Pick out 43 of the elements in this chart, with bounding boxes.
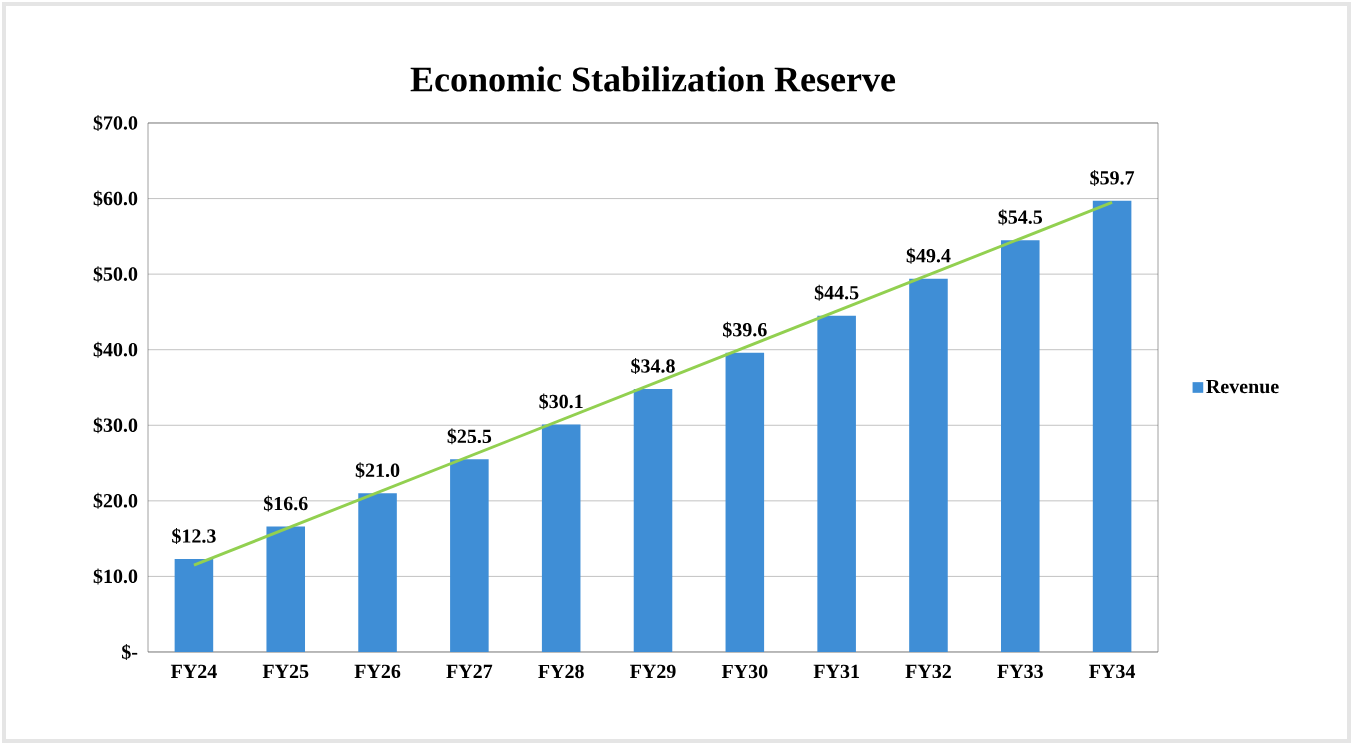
y-tick-label: $50.0 <box>93 266 138 283</box>
bar <box>174 559 214 652</box>
x-tick-label: FY25 <box>262 664 309 679</box>
x-tick-label: FY28 <box>538 664 584 679</box>
x-tick-label: FY30 <box>721 664 768 679</box>
y-tick-label: $60.0 <box>93 190 138 207</box>
x-tick-label: FY34 <box>1089 664 1136 679</box>
data-label: $30.1 <box>539 393 583 410</box>
data-label: $39.6 <box>723 321 767 338</box>
data-label: $21.0 <box>355 462 400 479</box>
x-tick-label: FY24 <box>170 664 217 678</box>
x-tick-label: FY29 <box>630 664 676 679</box>
data-label: $49.4 <box>906 247 951 264</box>
data-label: $34.8 <box>631 358 675 375</box>
x-tick-label: FY27 <box>446 664 493 678</box>
y-tick-label: $30.0 <box>93 417 138 434</box>
x-tick-label: FY33 <box>997 664 1043 679</box>
data-label: $16.6 <box>263 495 308 512</box>
bar <box>633 389 673 652</box>
bar <box>450 459 489 652</box>
y-tick-label: $20.0 <box>93 492 138 509</box>
bar <box>358 493 397 652</box>
x-tick-label: FY32 <box>905 664 951 679</box>
data-label: $54.5 <box>998 209 1043 226</box>
bar <box>541 424 581 652</box>
data-label: $44.5 <box>814 284 859 301</box>
y-tick-label: $40.0 <box>93 341 138 358</box>
x-tick-label: FY26 <box>354 664 401 679</box>
bar <box>725 352 765 652</box>
bar <box>266 526 306 652</box>
bar <box>1092 200 1132 652</box>
y-tick-label: $- <box>122 643 138 660</box>
chart-title: Economic Stabilization Reserve <box>410 66 896 92</box>
data-label: $25.5 <box>447 428 492 445</box>
data-label: $12.3 <box>172 528 216 545</box>
legend-label: Revenue <box>1206 379 1279 394</box>
data-label: $59.7 <box>1090 169 1135 186</box>
x-tick-label: FY31 <box>813 664 859 679</box>
bar <box>1001 240 1040 652</box>
y-tick-label: $10.0 <box>93 568 138 585</box>
bar <box>817 315 856 652</box>
bar <box>909 278 948 652</box>
y-tick-label: $70.0 <box>93 115 138 131</box>
